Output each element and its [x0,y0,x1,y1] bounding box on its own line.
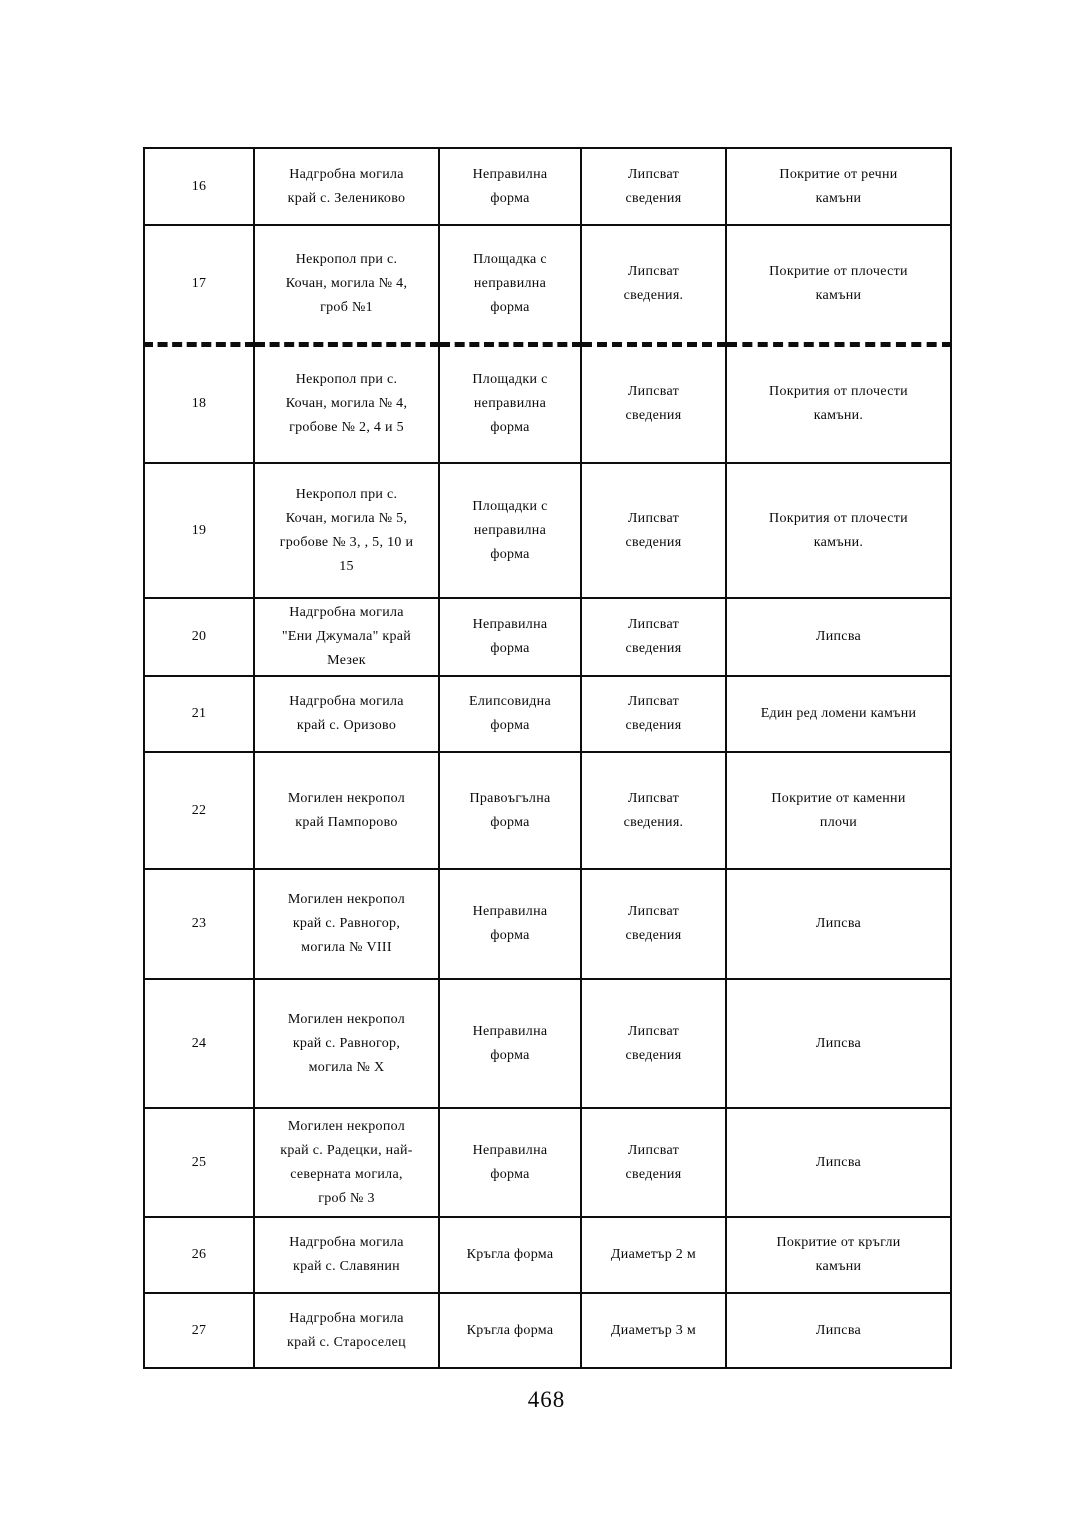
table-row: 26 Надгробна могила край с. Славянин Кръ… [143,1216,952,1294]
mounds-table: 16 Надгробна могила край с. Зелениково Н… [143,147,952,1369]
row-number-cell: 20 [143,597,255,677]
page-number: 468 [527,1387,566,1412]
row-number-cell: 24 [143,978,255,1109]
row-number-cell: 19 [143,462,255,599]
table-row: 23 Могилен некропол край с. Равногор, мо… [143,868,952,980]
site-cell: Надгробна могила край с. Зелениково [253,147,440,226]
table-row: 25 Могилен некропол край с. Радецки, най… [143,1107,952,1218]
table-row: 17 Некропол при с. Кочан, могила № 4, гр… [143,224,952,347]
details-cell: Липсват сведения [580,675,727,753]
cover-cell: Покритие от кръгли камъни [725,1216,952,1294]
row-number-cell: 17 [143,224,255,347]
shape-cell: Кръгла форма [438,1292,582,1369]
shape-cell: Площадки с неправилна форма [438,343,582,464]
table-row: 24 Могилен некропол край с. Равногор, мо… [143,978,952,1109]
row-number-cell: 22 [143,751,255,870]
cover-cell: Липсва [725,868,952,980]
details-cell: Липсват сведения [580,597,727,677]
shape-cell: Елипсовидна форма [438,675,582,753]
cover-cell: Покритие от каменни плочи [725,751,952,870]
row-number-cell: 27 [143,1292,255,1369]
details-cell: Липсват сведения [580,147,727,226]
row-number-cell: 21 [143,675,255,753]
row-number-cell: 16 [143,147,255,226]
site-cell: Надгробна могила край с. Славянин [253,1216,440,1294]
table-row: 22 Могилен некропол край Пампорово Право… [143,751,952,870]
site-cell: Могилен некропол край с. Равногор, могил… [253,978,440,1109]
row-number-cell: 25 [143,1107,255,1218]
site-cell: Некропол при с. Кочан, могила № 4, гроб … [253,224,440,347]
details-cell: Липсват сведения [580,343,727,464]
site-cell: Некропол при с. Кочан, могила № 5, гробо… [253,462,440,599]
cover-cell: Липсва [725,597,952,677]
table-row: 21 Надгробна могила край с. Оризово Елип… [143,675,952,753]
shape-cell: Неправилна форма [438,1107,582,1218]
shape-cell: Неправилна форма [438,978,582,1109]
site-cell: Могилен некропол край Пампорово [253,751,440,870]
row-number-cell: 18 [143,343,255,464]
cover-cell: Покритие от плочести камъни [725,224,952,347]
row-number-cell: 26 [143,1216,255,1294]
site-cell: Некропол при с. Кочан, могила № 4, гробо… [253,343,440,464]
cover-cell: Липсва [725,1292,952,1369]
shape-cell: Неправилна форма [438,147,582,226]
cover-cell: Липсва [725,1107,952,1218]
details-cell: Липсват сведения [580,462,727,599]
table-row: 19 Некропол при с. Кочан, могила № 5, гр… [143,462,952,599]
shape-cell: Площадки с неправилна форма [438,462,582,599]
table-row: 16 Надгробна могила край с. Зелениково Н… [143,147,952,226]
site-cell: Надгробна могила "Ени Джумала" край Мезе… [253,597,440,677]
site-cell: Могилен некропол край с. Радецки, най- с… [253,1107,440,1218]
site-cell: Надгробна могила край с. Оризово [253,675,440,753]
details-cell: Липсват сведения. [580,224,727,347]
row-number-cell: 23 [143,868,255,980]
cover-cell: Липсва [725,978,952,1109]
table-row: 20 Надгробна могила "Ени Джумала" край М… [143,597,952,677]
site-cell: Могилен некропол край с. Равногор, могил… [253,868,440,980]
table-row: 18 Некропол при с. Кочан, могила № 4, гр… [143,343,952,464]
details-cell: Липсват сведения [580,868,727,980]
site-cell: Надгробна могила край с. Староселец [253,1292,440,1369]
shape-cell: Неправилна форма [438,597,582,677]
table-row: 27 Надгробна могила край с. Староселец К… [143,1292,952,1369]
shape-cell: Неправилна форма [438,868,582,980]
details-cell: Липсват сведения [580,1107,727,1218]
shape-cell: Правоъгълна форма [438,751,582,870]
cover-cell: Покрития от плочести камъни. [725,462,952,599]
details-cell: Диаметър 2 м [580,1216,727,1294]
cover-cell: Един ред ломени камъни [725,675,952,753]
cover-cell: Покрития от плочести камъни. [725,343,952,464]
cover-cell: Покритие от речни камъни [725,147,952,226]
shape-cell: Кръгла форма [438,1216,582,1294]
details-cell: Липсват сведения [580,978,727,1109]
details-cell: Липсват сведения. [580,751,727,870]
details-cell: Диаметър 3 м [580,1292,727,1369]
shape-cell: Площадка с неправилна форма [438,224,582,347]
